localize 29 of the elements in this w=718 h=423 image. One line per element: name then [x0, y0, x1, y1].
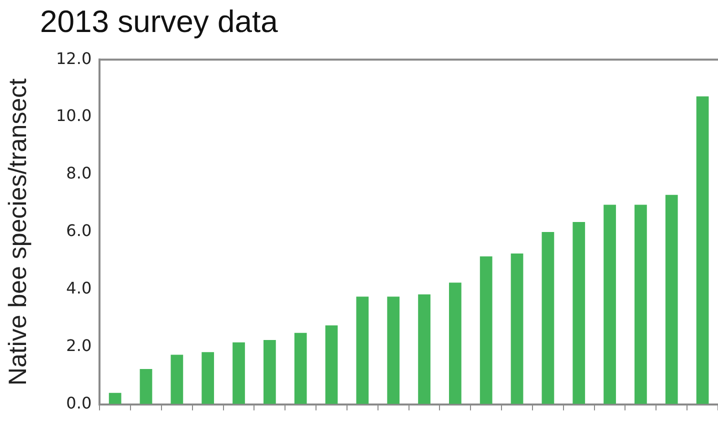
- bar: [202, 352, 214, 404]
- bar: [294, 332, 307, 404]
- bar: [510, 254, 524, 404]
- bar: [140, 369, 152, 404]
- bar: [542, 232, 554, 404]
- bar: [263, 340, 276, 404]
- bar: [604, 204, 616, 404]
- bar: [356, 296, 369, 404]
- bar: [696, 96, 709, 404]
- y-tick-label: 12.0: [56, 48, 92, 68]
- bar: [108, 392, 122, 404]
- bar: [665, 194, 678, 404]
- y-tick-label: 4.0: [66, 278, 92, 298]
- bar: [232, 342, 245, 404]
- y-tick-label: 0.0: [66, 394, 92, 413]
- bar: [325, 325, 338, 404]
- y-axis-title: Native bee species/transect: [4, 78, 32, 386]
- y-tick-label: 6.0: [66, 221, 92, 240]
- y-tick-label: 2.0: [66, 336, 92, 356]
- y-tick-label: 8.0: [66, 164, 92, 183]
- bar: [418, 294, 430, 404]
- bar: [634, 204, 647, 404]
- bar: [572, 222, 586, 404]
- y-tick-label: 10.0: [56, 106, 92, 126]
- bar: [387, 296, 400, 404]
- bar: [170, 354, 184, 404]
- bar: [480, 256, 492, 404]
- chart-title: 2013 survey data: [40, 4, 278, 40]
- bar: [449, 282, 462, 404]
